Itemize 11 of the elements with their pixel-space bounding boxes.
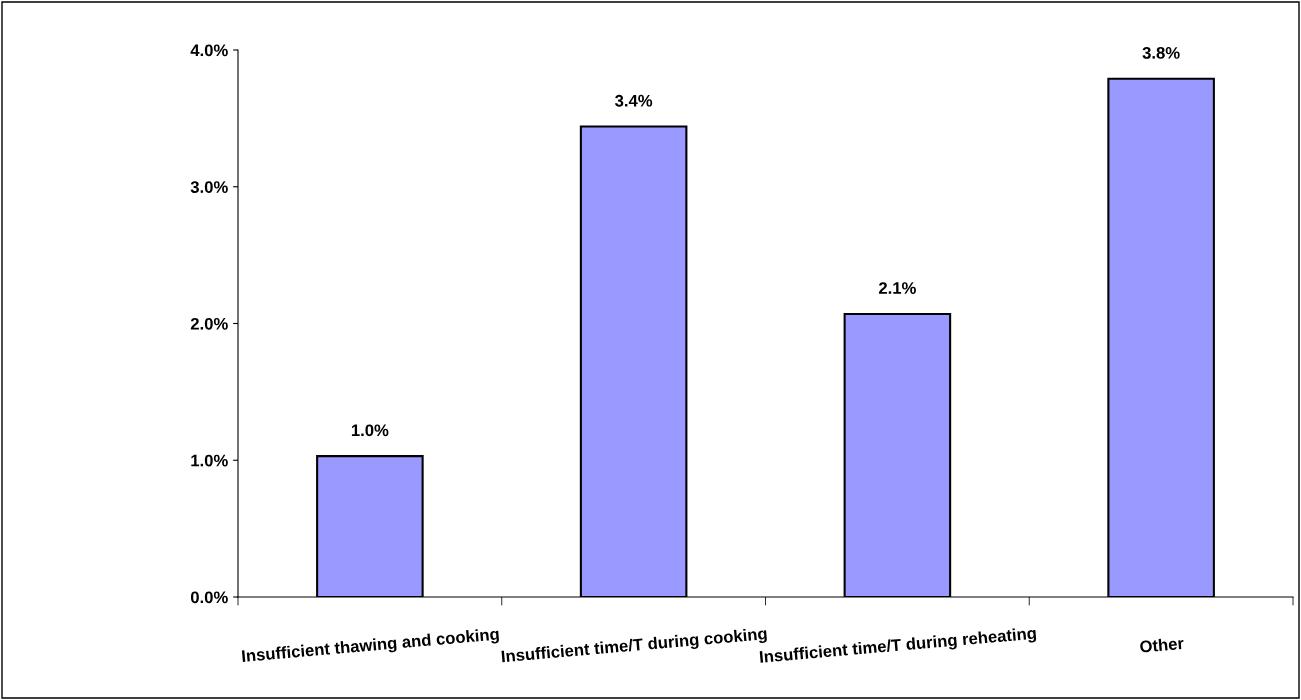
x-tick-label: Insufficient thawing and cooking [241,627,500,666]
data-label: 2.1% [878,282,916,294]
y-tick-label: 0.0% [190,591,228,604]
y-tick-label: 2.0% [190,317,228,330]
x-tick-label: Other [1139,636,1185,653]
y-tick-label: 1.0% [191,454,228,467]
data-label: 3.4% [615,94,653,107]
y-tick-label: 4.0% [190,44,228,57]
y-tick-label: 3.0% [190,181,228,193]
data-label: 1.0% [351,424,389,437]
data-label: 3.8% [1142,46,1180,59]
